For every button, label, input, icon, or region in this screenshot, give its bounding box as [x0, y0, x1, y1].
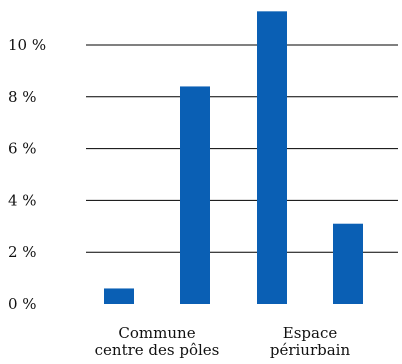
y-tick-label: 4 %: [8, 191, 37, 209]
y-tick-label: 10 %: [8, 36, 46, 54]
bar: [257, 11, 287, 305]
category-label: périurbain: [270, 341, 351, 359]
category-label: Espace: [283, 324, 338, 342]
bar: [180, 86, 210, 304]
y-tick-label: 2 %: [8, 243, 37, 261]
bar: [333, 223, 363, 304]
category-label: Commune: [118, 324, 195, 342]
bar: [104, 288, 134, 304]
y-tick-label: 6 %: [8, 140, 37, 158]
y-tick-label: 0 %: [8, 295, 37, 313]
y-tick-label: 8 %: [8, 88, 37, 106]
category-label: centre des pôles: [95, 341, 220, 359]
